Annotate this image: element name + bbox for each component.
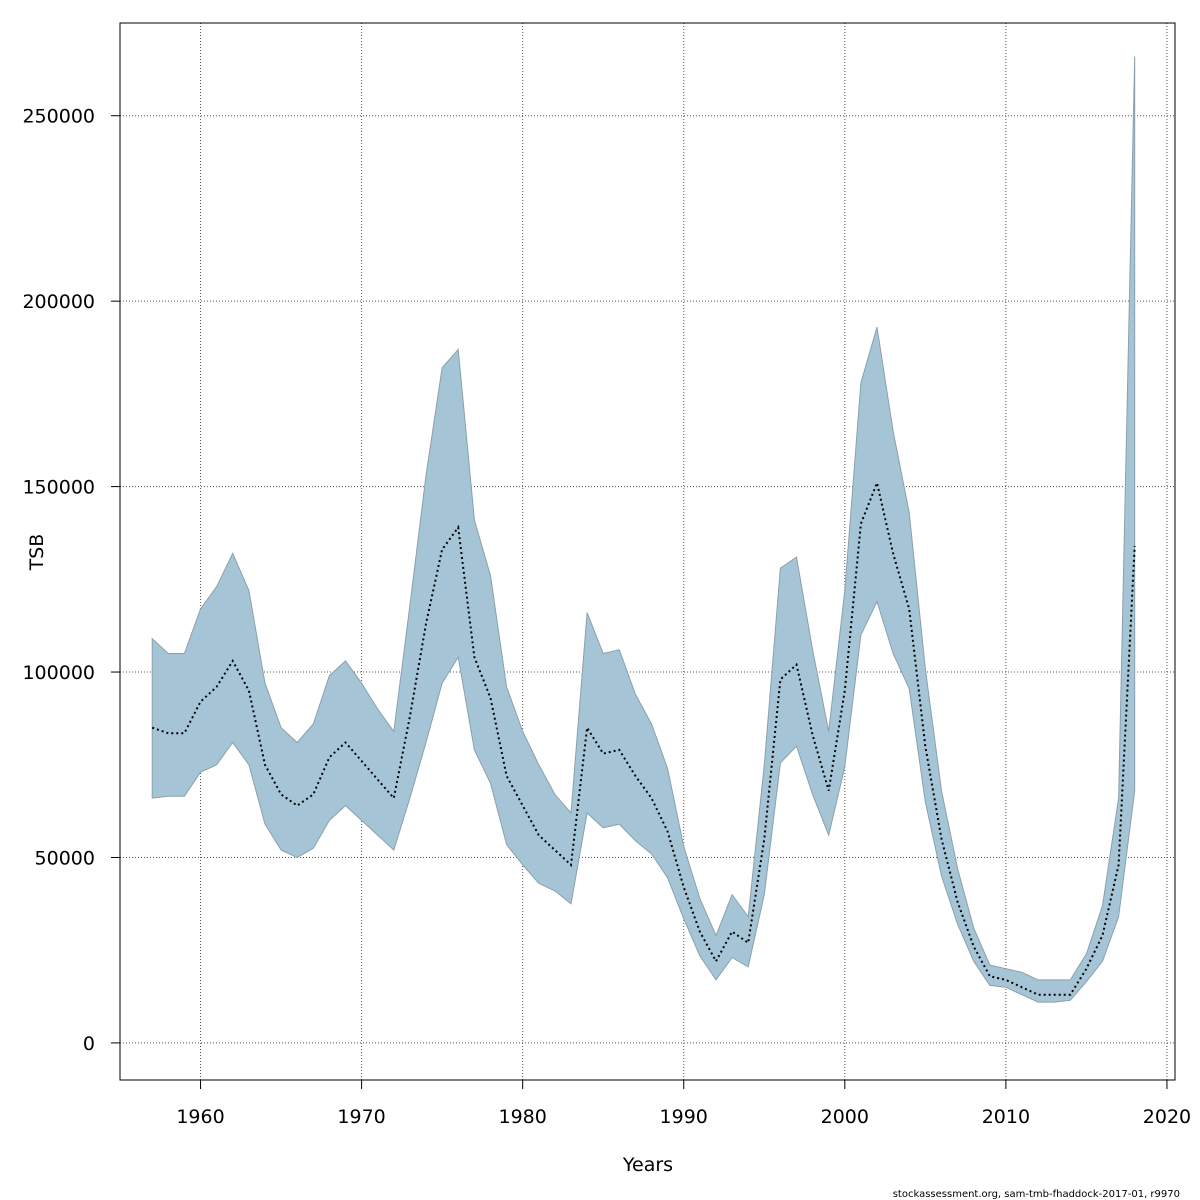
confidence-band (151, 56, 1136, 1003)
plot-frame (119, 22, 1176, 1081)
x-tick-label: 2010 (982, 1106, 1030, 1128)
x-axis-label: Years (622, 1154, 673, 1176)
y-axis-label: TSB (26, 534, 48, 572)
footer-credit: stockassessment.org, sam-tmb-fhaddock-20… (893, 1189, 1180, 1200)
x-tick-label: 1990 (660, 1106, 708, 1128)
y-tick-label: 150000 (22, 477, 95, 499)
x-axis: 1960 1970 1980 1990 2000 2010 2020 (176, 1080, 1191, 1128)
x-tick-label: 1960 (176, 1106, 224, 1128)
grid (120, 23, 1175, 1080)
y-axis: 0 50000 100000 150000 200000 250000 (22, 106, 120, 1055)
y-tick-label: 200000 (22, 291, 95, 313)
y-tick-label: 0 (83, 1033, 95, 1055)
x-tick-label: 1980 (498, 1106, 546, 1128)
x-tick-label: 2000 (821, 1106, 869, 1128)
y-tick-label: 100000 (22, 662, 95, 684)
y-tick-label: 250000 (22, 106, 95, 128)
x-tick-label: 2020 (1143, 1106, 1191, 1128)
y-tick-label: 50000 (35, 847, 95, 869)
estimate-line (151, 479, 1136, 996)
x-tick-label: 1970 (337, 1106, 385, 1128)
